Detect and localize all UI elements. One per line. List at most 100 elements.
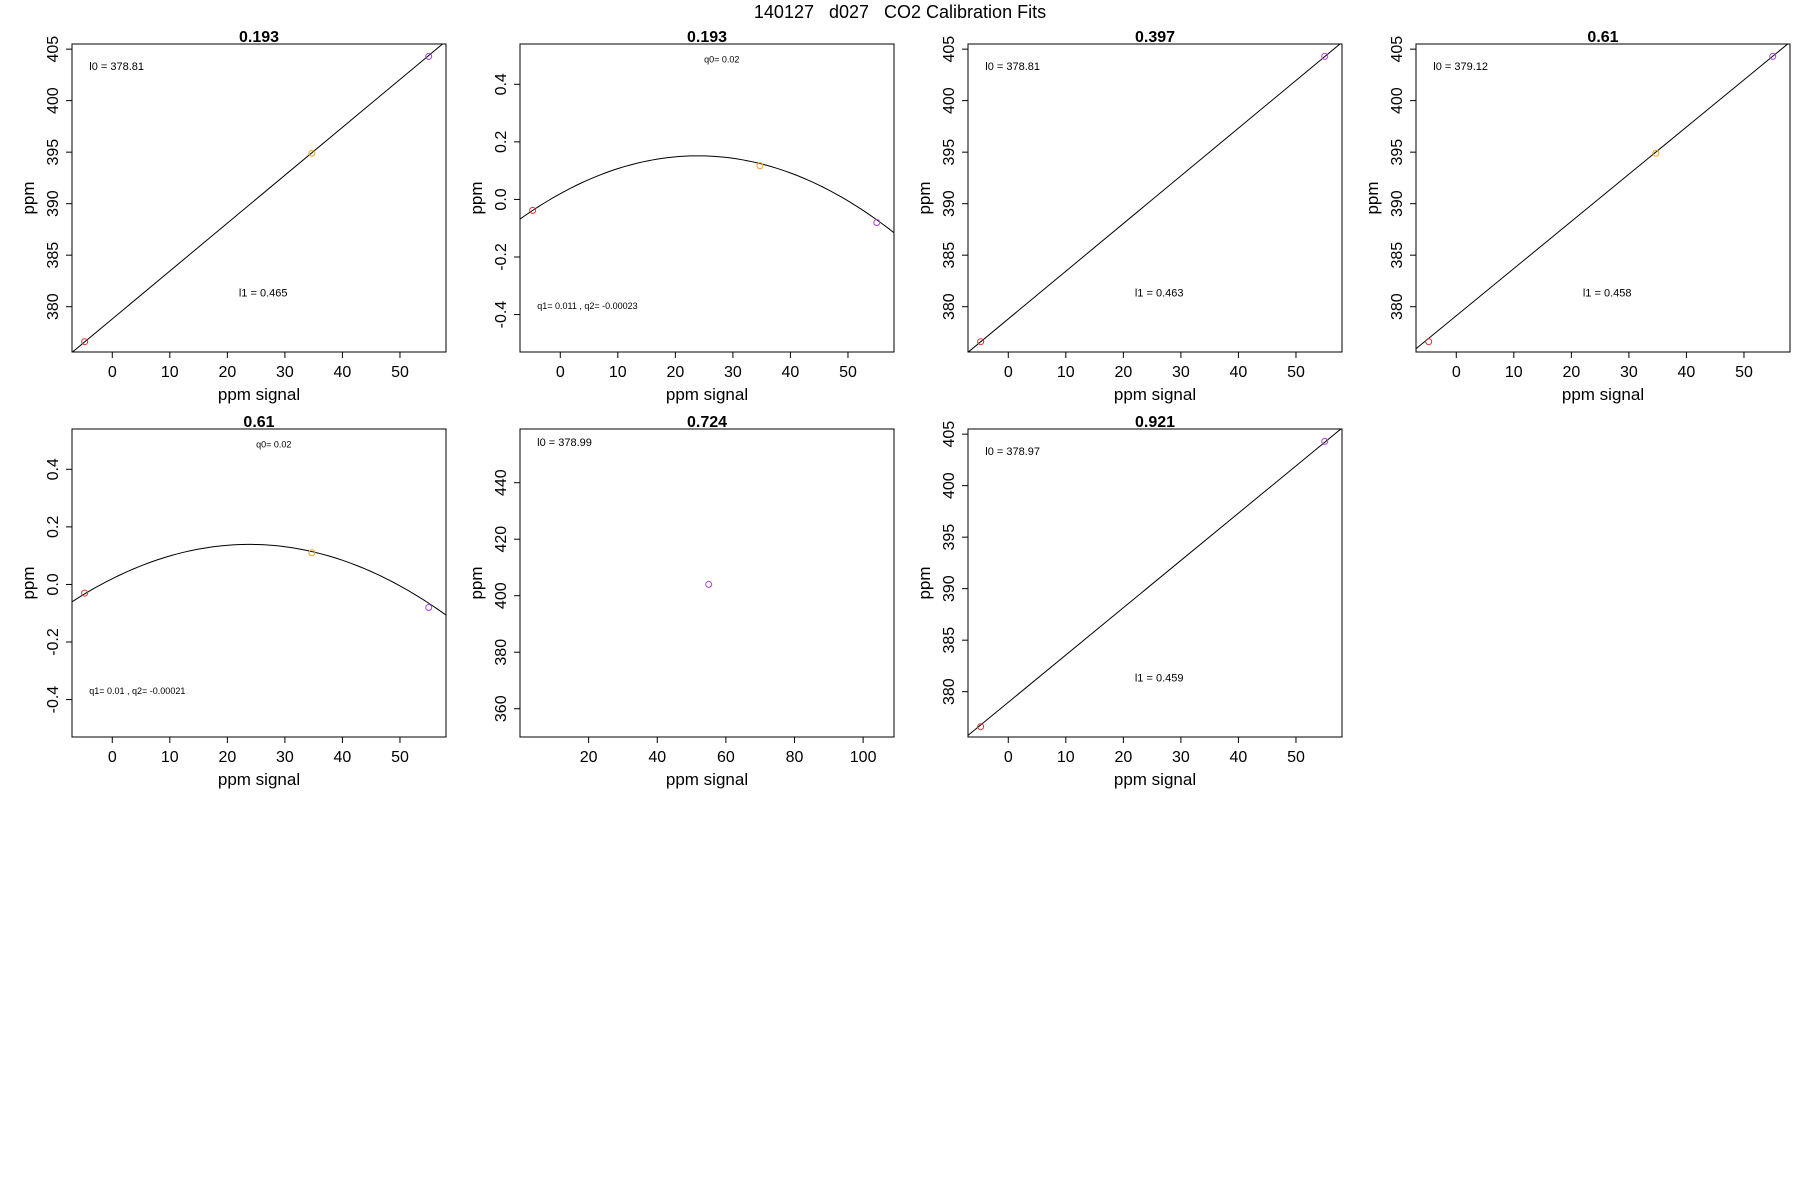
x-tick-label: 30 (276, 364, 294, 381)
annotation: l0 = 378.81 (89, 61, 144, 73)
chart-title: 0.921 (1135, 414, 1175, 431)
plot-frame (967, 428, 1343, 738)
y-tick-label: 385 (941, 627, 958, 654)
x-axis-label: ppm signal (218, 385, 300, 404)
x-axis-label: ppm signal (1114, 770, 1196, 789)
y-tick-label: 405 (941, 36, 958, 63)
plot-frame (967, 43, 1343, 353)
y-tick-label: 380 (45, 293, 62, 320)
x-tick-label: 20 (1114, 364, 1132, 381)
y-tick-label: 0.4 (493, 73, 510, 95)
y-tick-label: 390 (1389, 190, 1406, 217)
annotation: q1= 0.011 , q2= -0.00023 (537, 301, 637, 311)
x-tick-label: 30 (276, 749, 294, 766)
chart-title: 0.193 (687, 29, 727, 46)
data-point (705, 580, 713, 588)
x-tick-label: 30 (1620, 364, 1638, 381)
data-point (81, 338, 89, 346)
x-tick-label: 10 (161, 364, 179, 381)
page-title: 140127 d027 CO2 Calibration Fits (753, 2, 1047, 22)
y-axis-label: ppm (915, 566, 934, 599)
chart-title: 0.724 (687, 414, 727, 431)
x-tick-label: 80 (786, 749, 804, 766)
x-tick-label: 60 (717, 749, 735, 766)
x-tick-label: 50 (839, 364, 857, 381)
fit-line (520, 155, 894, 234)
x-tick-label: 0 (108, 364, 117, 381)
y-tick-label: 390 (941, 575, 958, 602)
data-point (425, 603, 433, 611)
fit-line (1416, 44, 1789, 350)
x-tick-label: 20 (218, 364, 236, 381)
x-tick-label: 30 (724, 364, 742, 381)
annotation: l1 = 0.463 (1135, 287, 1184, 299)
x-axis-label: ppm signal (1562, 385, 1644, 404)
y-tick-label: -0.2 (493, 243, 510, 271)
x-axis-label: ppm signal (1114, 385, 1196, 404)
x-tick-label: 40 (334, 364, 352, 381)
data-point (873, 218, 881, 226)
y-tick-label: 380 (941, 678, 958, 705)
x-tick-label: 50 (1287, 749, 1305, 766)
x-tick-label: 10 (1057, 364, 1075, 381)
annotation: l0 = 379.12 (1433, 61, 1488, 73)
chart-panel-4: 0.61 0 10 20 30 40 50 ppm signal 380 385 390 395 400… (1363, 29, 1791, 404)
y-axis-label: ppm (467, 181, 486, 214)
x-tick-label: 30 (1172, 749, 1190, 766)
annotation: l1 = 0.465 (239, 287, 288, 299)
x-tick-label: 10 (1057, 749, 1075, 766)
x-tick-label: 40 (1230, 364, 1248, 381)
x-tick-label: 10 (1505, 364, 1523, 381)
annotation: q1= 0.01 , q2= -0.00021 (89, 686, 185, 696)
y-tick-label: 395 (941, 139, 958, 166)
x-tick-label: 50 (391, 749, 409, 766)
chart-panel-5: 0.61 0 10 20 30 40 50 ppm signal -0.4 -0.2 0.0 0.2 0… (19, 414, 447, 789)
x-tick-label: 50 (391, 364, 409, 381)
fit-line (72, 44, 444, 352)
chart-title: 0.397 (1135, 29, 1175, 46)
y-axis-label: ppm (915, 181, 934, 214)
y-tick-label: 400 (941, 472, 958, 499)
data-point (1652, 149, 1660, 157)
y-tick-label: 405 (45, 36, 62, 63)
data-point (756, 162, 764, 170)
y-axis-label: ppm (467, 566, 486, 599)
x-tick-label: 0 (1452, 364, 1461, 381)
y-tick-label: 390 (45, 190, 62, 217)
data-point (425, 52, 433, 60)
x-tick-label: 20 (1562, 364, 1580, 381)
y-tick-label: 440 (493, 469, 510, 496)
y-tick-label: 385 (941, 242, 958, 269)
y-tick-label: 380 (941, 293, 958, 320)
y-tick-label: 405 (941, 421, 958, 448)
y-tick-label: 380 (1389, 293, 1406, 320)
x-tick-label: 10 (609, 364, 627, 381)
chart-title: 0.61 (243, 414, 274, 431)
y-tick-label: 0.2 (493, 131, 510, 153)
y-tick-label: 390 (941, 190, 958, 217)
y-tick-label: 405 (1389, 36, 1406, 63)
x-tick-label: 20 (666, 364, 684, 381)
x-tick-label: 10 (161, 749, 179, 766)
fit-line (72, 543, 446, 616)
y-tick-label: 400 (493, 582, 510, 609)
y-axis-label: ppm (1363, 181, 1382, 214)
x-tick-label: 50 (1287, 364, 1305, 381)
chart-panel-1: 0.193 0 10 20 30 40 50 ppm signal 380 385 390 395 40… (19, 29, 447, 404)
annotation: l1 = 0.459 (1135, 672, 1184, 684)
x-tick-label: 100 (850, 749, 877, 766)
x-tick-label: 0 (108, 749, 117, 766)
plot-frame (71, 428, 447, 738)
y-tick-label: 360 (493, 695, 510, 722)
y-tick-label: 395 (941, 524, 958, 551)
y-tick-label: 395 (1389, 139, 1406, 166)
data-point (977, 723, 985, 731)
x-tick-label: 40 (334, 749, 352, 766)
chart-panel-6: 0.724 20 40 60 80 100 ppm signal 360 380 400 420 44… (467, 414, 895, 789)
y-axis-label: ppm (19, 566, 38, 599)
y-tick-label: -0.2 (45, 628, 62, 656)
data-point (81, 589, 89, 597)
x-tick-label: 40 (1230, 749, 1248, 766)
chart-panel-7: 0.921 0 10 20 30 40 50 ppm signal 380 385 390 395 40… (915, 414, 1343, 789)
